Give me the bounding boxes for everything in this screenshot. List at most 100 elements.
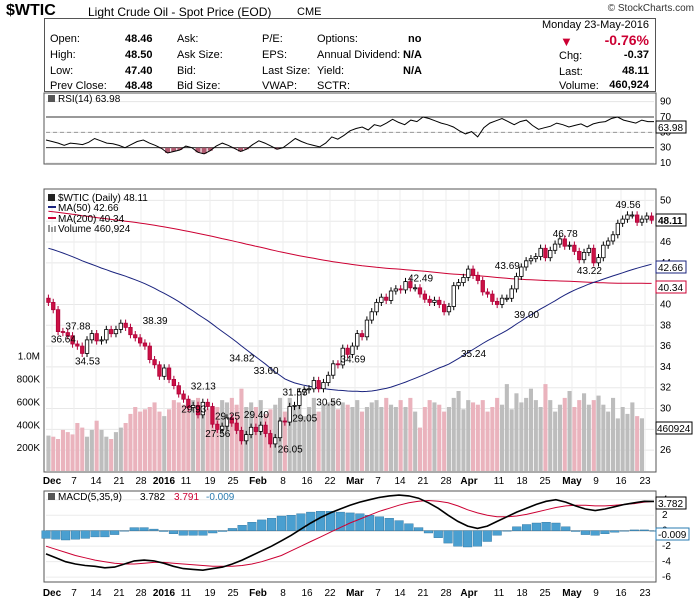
volume-bar bbox=[393, 407, 398, 471]
macd-tick-label: 2 bbox=[662, 510, 668, 521]
macd-hist-tag: -0.009 bbox=[655, 527, 690, 541]
candle-body bbox=[475, 274, 481, 281]
yield-value: N/A bbox=[403, 65, 422, 77]
x-axis-macd: Dec 7 14 21 28 2016 11 19 25 Feb 8 16 22 Mar 7 14 21 28 Ap… bbox=[43, 588, 651, 599]
volume-bar bbox=[89, 429, 94, 471]
candle-body bbox=[408, 281, 413, 289]
volume-bar bbox=[65, 432, 70, 471]
candle-body bbox=[577, 250, 582, 261]
rsi-tick-label: 70 bbox=[660, 112, 672, 123]
candle-body bbox=[548, 249, 553, 259]
macd-tick-label: -4 bbox=[662, 557, 671, 568]
volume-bar bbox=[350, 407, 355, 471]
candle-body bbox=[504, 297, 510, 300]
down-arrow-icon: ▼ bbox=[560, 34, 573, 49]
volume-bar bbox=[596, 395, 601, 471]
volume-bar bbox=[384, 397, 389, 471]
volume-bar bbox=[611, 397, 616, 471]
volume-value: 460,924 bbox=[609, 79, 649, 91]
rsi-tick-label: 10 bbox=[660, 158, 672, 169]
macd-histogram bbox=[41, 511, 659, 548]
candle-body bbox=[311, 380, 317, 390]
candle-body bbox=[364, 319, 370, 338]
candle-body bbox=[398, 288, 403, 291]
candle-body bbox=[152, 359, 157, 366]
candle-body bbox=[412, 287, 418, 290]
x-axis-tick-label: 28 bbox=[135, 588, 147, 599]
x-axis-tick-label: 19 bbox=[204, 476, 216, 487]
candle-body bbox=[162, 367, 167, 377]
low-value: 47.40 bbox=[125, 65, 153, 77]
volume-bar bbox=[147, 407, 152, 471]
volume-bar bbox=[456, 391, 461, 471]
macd-histogram-bar bbox=[433, 530, 443, 538]
candle-body bbox=[494, 300, 500, 305]
volume-bar bbox=[630, 402, 635, 471]
price-annotation: 38.39 bbox=[143, 316, 168, 327]
volume-bar bbox=[181, 404, 186, 471]
symbol-title: $WTIC bbox=[6, 2, 56, 19]
candle-body bbox=[557, 238, 563, 245]
candle-body bbox=[441, 304, 447, 313]
volume-bar bbox=[152, 402, 157, 471]
bid-size-label: Bid Size: bbox=[177, 80, 221, 92]
candle-body bbox=[528, 258, 534, 262]
x-axis-tick-label: 7 bbox=[71, 476, 77, 487]
volume-bar bbox=[345, 404, 350, 471]
volume-bar bbox=[326, 402, 331, 471]
volume-bar bbox=[461, 409, 466, 471]
candle-body bbox=[219, 425, 225, 430]
macd-histogram-bar bbox=[531, 522, 541, 531]
candle-body bbox=[374, 301, 379, 313]
candle-body bbox=[128, 326, 133, 336]
change-pct: -0.76% bbox=[604, 32, 649, 48]
candle-body bbox=[113, 329, 119, 335]
volume-bar bbox=[528, 388, 533, 471]
candle-body bbox=[514, 275, 519, 290]
volume-bar bbox=[133, 407, 138, 471]
candle-body bbox=[239, 429, 244, 442]
x-axis-tick-label: 25 bbox=[539, 588, 551, 599]
ma50-tag: 42.66 bbox=[655, 260, 687, 274]
volume-bar bbox=[446, 407, 451, 471]
volume-bar bbox=[577, 400, 582, 471]
volume-bar bbox=[196, 397, 201, 471]
high-label: High: bbox=[50, 49, 76, 61]
candle-body bbox=[572, 244, 577, 252]
macd-histogram-bar bbox=[178, 530, 188, 536]
volume-bar bbox=[567, 391, 572, 471]
candle-body bbox=[75, 343, 80, 347]
price-legend: $WTIC (Daily) 48.11 MA(50) 42.66 MA(200)… bbox=[48, 193, 148, 235]
x-axis-tick-label: 16 bbox=[615, 476, 627, 487]
candle-body bbox=[80, 345, 85, 354]
macd-histogram-bar bbox=[129, 527, 139, 531]
x-axis-tick-label: Feb bbox=[249, 476, 267, 487]
volume-bar bbox=[553, 411, 558, 471]
x-axis-tick-label: 14 bbox=[394, 588, 406, 599]
ask-size-label: Ask Size: bbox=[177, 49, 223, 61]
eps-label: EPS: bbox=[262, 49, 288, 61]
macd-hist-current-label: -0.009 bbox=[658, 530, 687, 541]
candle-body bbox=[649, 215, 654, 221]
x-axis-tick-label: 7 bbox=[375, 588, 381, 599]
price-annotation: 43.22 bbox=[577, 266, 602, 277]
volume-bar bbox=[302, 416, 307, 471]
candle-body bbox=[263, 424, 268, 434]
volume-bar bbox=[142, 409, 147, 471]
macd-legend-macd: 3.782 bbox=[140, 492, 165, 503]
last-size-label: Last Size: bbox=[262, 65, 311, 77]
x-axis-tick-label: 23 bbox=[639, 588, 651, 599]
candle-body bbox=[89, 333, 94, 341]
candle-body bbox=[147, 345, 152, 361]
volume-bar bbox=[389, 404, 394, 471]
volume-bar bbox=[128, 413, 133, 471]
candle-body bbox=[359, 333, 365, 338]
x-axis-tick-label: 14 bbox=[90, 476, 102, 487]
volume-bar bbox=[403, 407, 408, 471]
volume-tick-label: 800K bbox=[17, 375, 41, 386]
price-tick-label: 32 bbox=[660, 383, 672, 394]
price-last-tag: 48.11 bbox=[655, 213, 687, 227]
macd-histogram-bar bbox=[335, 511, 345, 531]
macd-legend: MACD(5,35,9) 3.782 3.791 -0.009 bbox=[48, 492, 235, 503]
candle-body bbox=[499, 297, 505, 305]
